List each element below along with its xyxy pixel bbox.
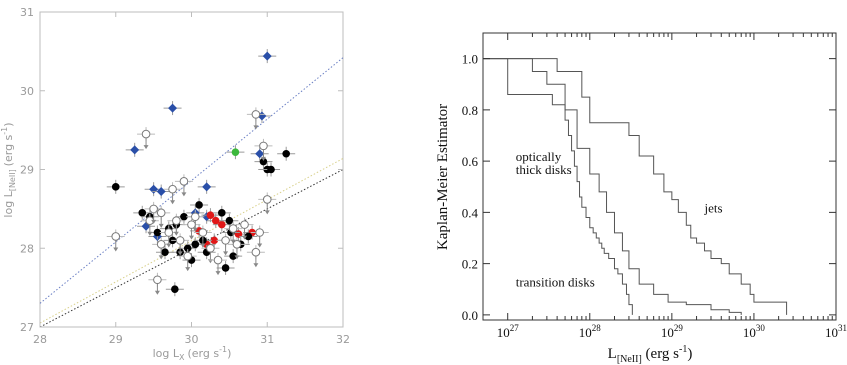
scatter-point — [186, 237, 205, 252]
scatter-point — [277, 146, 296, 161]
km-x-axis-ticks: 1027 1028 1029 1030 1031 — [497, 33, 847, 340]
km-y-tick-label: 0.2 — [462, 257, 478, 272]
scatter-point — [235, 217, 254, 240]
scatter-point — [133, 205, 152, 220]
scatter-point — [227, 237, 246, 260]
scatter-point — [246, 107, 265, 130]
scatter-point — [239, 229, 258, 244]
km-y-axis-ticks: 0.0 0.2 0.4 0.6 0.8 1.0 — [462, 52, 836, 323]
scatter-point — [254, 138, 273, 161]
y-axis-ticks: 27 28 29 30 31 — [20, 6, 343, 334]
km-x-tick-label: 1028 — [579, 323, 602, 340]
x-axis-ticks: 28 29 30 31 32 — [33, 12, 350, 346]
km-y-tick-label: 1.0 — [462, 52, 478, 67]
scatter-point — [250, 146, 269, 161]
km-y-tick-label: 0.0 — [462, 308, 478, 323]
scatter-point — [262, 162, 281, 177]
y-tick-label: 28 — [20, 242, 34, 255]
scatter-point — [226, 145, 245, 160]
scatter-point — [163, 182, 182, 205]
scatter-point — [206, 213, 225, 228]
scatter-point — [201, 208, 220, 223]
scatter-point — [140, 213, 159, 236]
scatter-point — [125, 142, 144, 157]
km-curves — [483, 58, 788, 315]
scatter-point — [250, 225, 269, 248]
scatter-point — [106, 229, 125, 252]
km-curve-0 — [483, 58, 633, 315]
fit-lines — [39, 57, 344, 328]
y-tick-label: 31 — [20, 6, 34, 19]
km-y-tick-label: 0.8 — [462, 103, 478, 118]
scatter-point — [224, 249, 243, 264]
y-tick-label: 30 — [20, 85, 34, 98]
scatter-point — [163, 101, 182, 116]
scatter-point — [152, 184, 171, 199]
x-tick-label: 31 — [260, 333, 274, 346]
scatter-point — [209, 253, 228, 276]
scatter-point — [190, 197, 209, 212]
scatter-point — [148, 272, 167, 295]
scatter-point — [178, 241, 197, 256]
scatter-point — [258, 49, 277, 64]
fit-line-2 — [39, 169, 344, 328]
y-tick-label: 27 — [20, 321, 34, 334]
y-axis-label: log L[NeII](erg s-1) — [0, 122, 17, 217]
y-tick-label: 29 — [20, 164, 34, 177]
scatter-frame — [39, 11, 344, 328]
scatter-point — [159, 225, 178, 248]
km-y-tick-label: 0.4 — [462, 205, 479, 220]
km-annotation: optically — [516, 149, 562, 164]
scatter-points — [106, 49, 296, 297]
scatter-point — [152, 205, 171, 228]
km-curve-1 — [483, 58, 742, 315]
scatter-point — [258, 192, 277, 215]
x-tick-label: 29 — [109, 333, 123, 346]
scatter-point — [152, 237, 171, 260]
scatter-point — [182, 217, 201, 240]
x-tick-label: 30 — [185, 333, 199, 346]
scatter-point — [167, 213, 186, 236]
km-x-tick-label: 1027 — [497, 323, 520, 340]
km-curve-2 — [483, 58, 788, 315]
scatter-point — [178, 249, 197, 272]
scatter-point — [174, 174, 193, 197]
x-tick-label: 28 — [33, 333, 47, 346]
scatter-point — [193, 225, 212, 248]
km-x-tick-label: 1030 — [743, 323, 766, 340]
scatter-point — [216, 233, 235, 256]
scatter-point — [137, 127, 156, 150]
x-axis-label: log LX (erg s-1) — [153, 345, 232, 362]
km-x-axis-label: L[NeII] (erg s-1) — [608, 344, 693, 365]
scatter-point — [212, 205, 231, 220]
fit-line-1 — [39, 158, 344, 324]
scatter-point — [216, 260, 235, 275]
km-annotation: thick disks — [516, 162, 572, 177]
scatter-point — [197, 179, 216, 194]
scatter-point — [246, 245, 265, 268]
scatter-point — [155, 245, 174, 260]
km-annotation: jets — [704, 200, 723, 215]
scatter-point — [165, 282, 184, 297]
scatter-point — [224, 221, 243, 244]
km-x-tick-label: 1031 — [825, 323, 847, 340]
kaplan-meier-panel: 1027 1028 1029 1030 1031 0.00.20.40.60.81.0 … — [435, 32, 847, 365]
scatter-point — [186, 209, 205, 232]
x-tick-label: 32 — [336, 333, 350, 346]
km-y-axis-label: Kaplan-Meier Estimator — [435, 104, 451, 250]
scatter-point — [106, 179, 125, 194]
scatter-point — [212, 217, 231, 232]
scatter-point — [171, 233, 190, 256]
km-x-tick-label: 1029 — [661, 323, 684, 340]
scatter-point — [220, 213, 239, 228]
km-annotation: transition disks — [516, 275, 595, 290]
km-y-tick-label: 0.6 — [462, 154, 479, 169]
